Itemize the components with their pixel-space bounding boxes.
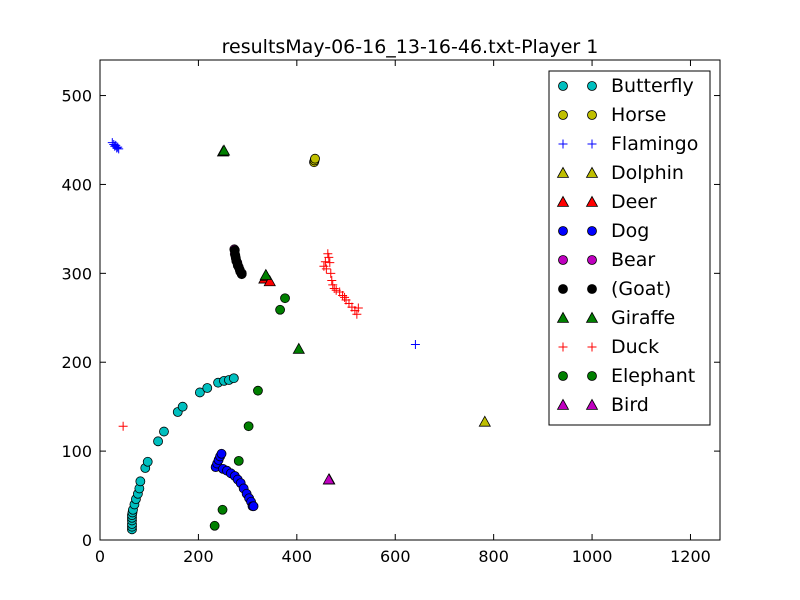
legend-box (548, 70, 711, 426)
legend-marker-dog (587, 226, 597, 236)
legend-marker-flamingo (558, 139, 568, 149)
legend-marker-duck (558, 342, 568, 352)
legend-marker-horse (558, 110, 568, 120)
x-tick-label: 0 (95, 547, 105, 566)
chart-title: resultsMay-06-16_13-16-46.txt-Player 1 (222, 36, 599, 58)
duck-point (324, 252, 334, 262)
elephant-point (253, 385, 263, 396)
butterfly-point (159, 426, 169, 437)
legend-marker-goat (558, 284, 568, 294)
elephant-point (243, 421, 254, 432)
x-tick-label: 1000 (572, 547, 613, 566)
butterfly-point (177, 401, 188, 412)
y-tick-label: 0 (82, 531, 92, 550)
butterfly-point (202, 383, 213, 393)
flamingo-point (114, 144, 124, 154)
horse-point (310, 153, 320, 164)
elephant-point (280, 293, 290, 304)
legend-marker-giraffe (585, 311, 599, 323)
duck-point (352, 309, 362, 319)
duck-point (325, 258, 335, 268)
legend-marker-dog (558, 226, 568, 236)
duck-point (328, 280, 338, 290)
flamingo-point (113, 142, 123, 152)
giraffe-point (292, 342, 305, 354)
flamingo-point (112, 143, 122, 153)
legend-marker-butterfly (558, 81, 568, 91)
legend-marker-bird (556, 398, 570, 410)
y-tick-label: 100 (61, 442, 92, 461)
legend-marker-elephant (587, 371, 597, 381)
goat-point (236, 269, 247, 280)
legend-marker-deer (556, 195, 570, 207)
butterfly-point (228, 373, 239, 384)
duck-point (329, 283, 339, 293)
elephant-point (217, 504, 228, 515)
legend-marker-horse (587, 110, 597, 120)
elephant-point (275, 304, 285, 315)
duck-point (327, 275, 337, 285)
legend-marker-dolphin (585, 166, 599, 178)
legend-label-duck: Duck (611, 336, 659, 358)
legend-marker-bear (558, 255, 568, 265)
legend-label-flamingo: Flamingo (611, 133, 698, 155)
y-tick-label: 500 (61, 87, 92, 106)
y-tick-label: 400 (61, 175, 92, 194)
legend-label-bear: Bear (611, 249, 655, 271)
legend-label-giraffe: Giraffe (611, 307, 675, 329)
duck-point (326, 268, 336, 278)
butterfly-point (153, 436, 163, 447)
y-tick-label: 300 (61, 264, 92, 283)
x-tick-label: 800 (478, 547, 509, 566)
x-tick-label: 400 (282, 547, 313, 566)
butterfly-point (142, 456, 153, 467)
legend-marker-bear (587, 255, 597, 265)
legend-marker-elephant (558, 371, 568, 381)
legend-marker-deer (585, 195, 599, 207)
legend-marker-giraffe (556, 311, 570, 323)
legend-marker-flamingo (587, 139, 597, 149)
dog-point (216, 448, 227, 459)
duck-point (323, 249, 333, 259)
x-tick-label: 600 (380, 547, 411, 566)
bird-point (322, 473, 335, 485)
data-points (107, 138, 491, 535)
duck-point (321, 264, 331, 274)
legend-label-horse: Horse (611, 104, 666, 126)
x-tick-label: 200 (183, 547, 214, 566)
elephant-point (233, 455, 244, 466)
legend-marker-butterfly (587, 81, 597, 91)
x-tick-label: 1200 (670, 547, 711, 566)
y-tick-label: 200 (61, 353, 92, 372)
flamingo-point (410, 339, 420, 349)
legend-label-elephant: Elephant (611, 365, 695, 387)
legend-label-dolphin: Dolphin (611, 162, 684, 184)
legend-marker-goat (587, 284, 597, 294)
dog-point (248, 501, 259, 512)
legend: Butterfly Horse Flamingo Dolphin Deer Dog Bear… (548, 70, 711, 426)
duck-point (118, 421, 128, 431)
giraffe-point (259, 268, 273, 280)
giraffe-point (217, 144, 231, 156)
legend-label-dog: Dog (611, 220, 649, 242)
legend-marker-duck (587, 342, 597, 352)
legend-marker-dolphin (556, 166, 570, 178)
butterfly-point (194, 387, 205, 398)
axis-ticks: 0 200 400 600 800 1000 1200 0 100 200 300 400 500 (61, 60, 720, 566)
butterfly-point (135, 476, 146, 487)
legend-label-bird: Bird (611, 394, 649, 416)
legend-label-goat: (Goat) (611, 278, 671, 300)
elephant-point (209, 520, 220, 531)
legend-marker-bird (585, 398, 599, 410)
legend-label-butterfly: Butterfly (611, 75, 694, 97)
duck-point (353, 303, 363, 313)
dolphin-point (478, 415, 491, 427)
deer-point (263, 275, 276, 287)
legend-label-deer: Deer (611, 191, 657, 213)
